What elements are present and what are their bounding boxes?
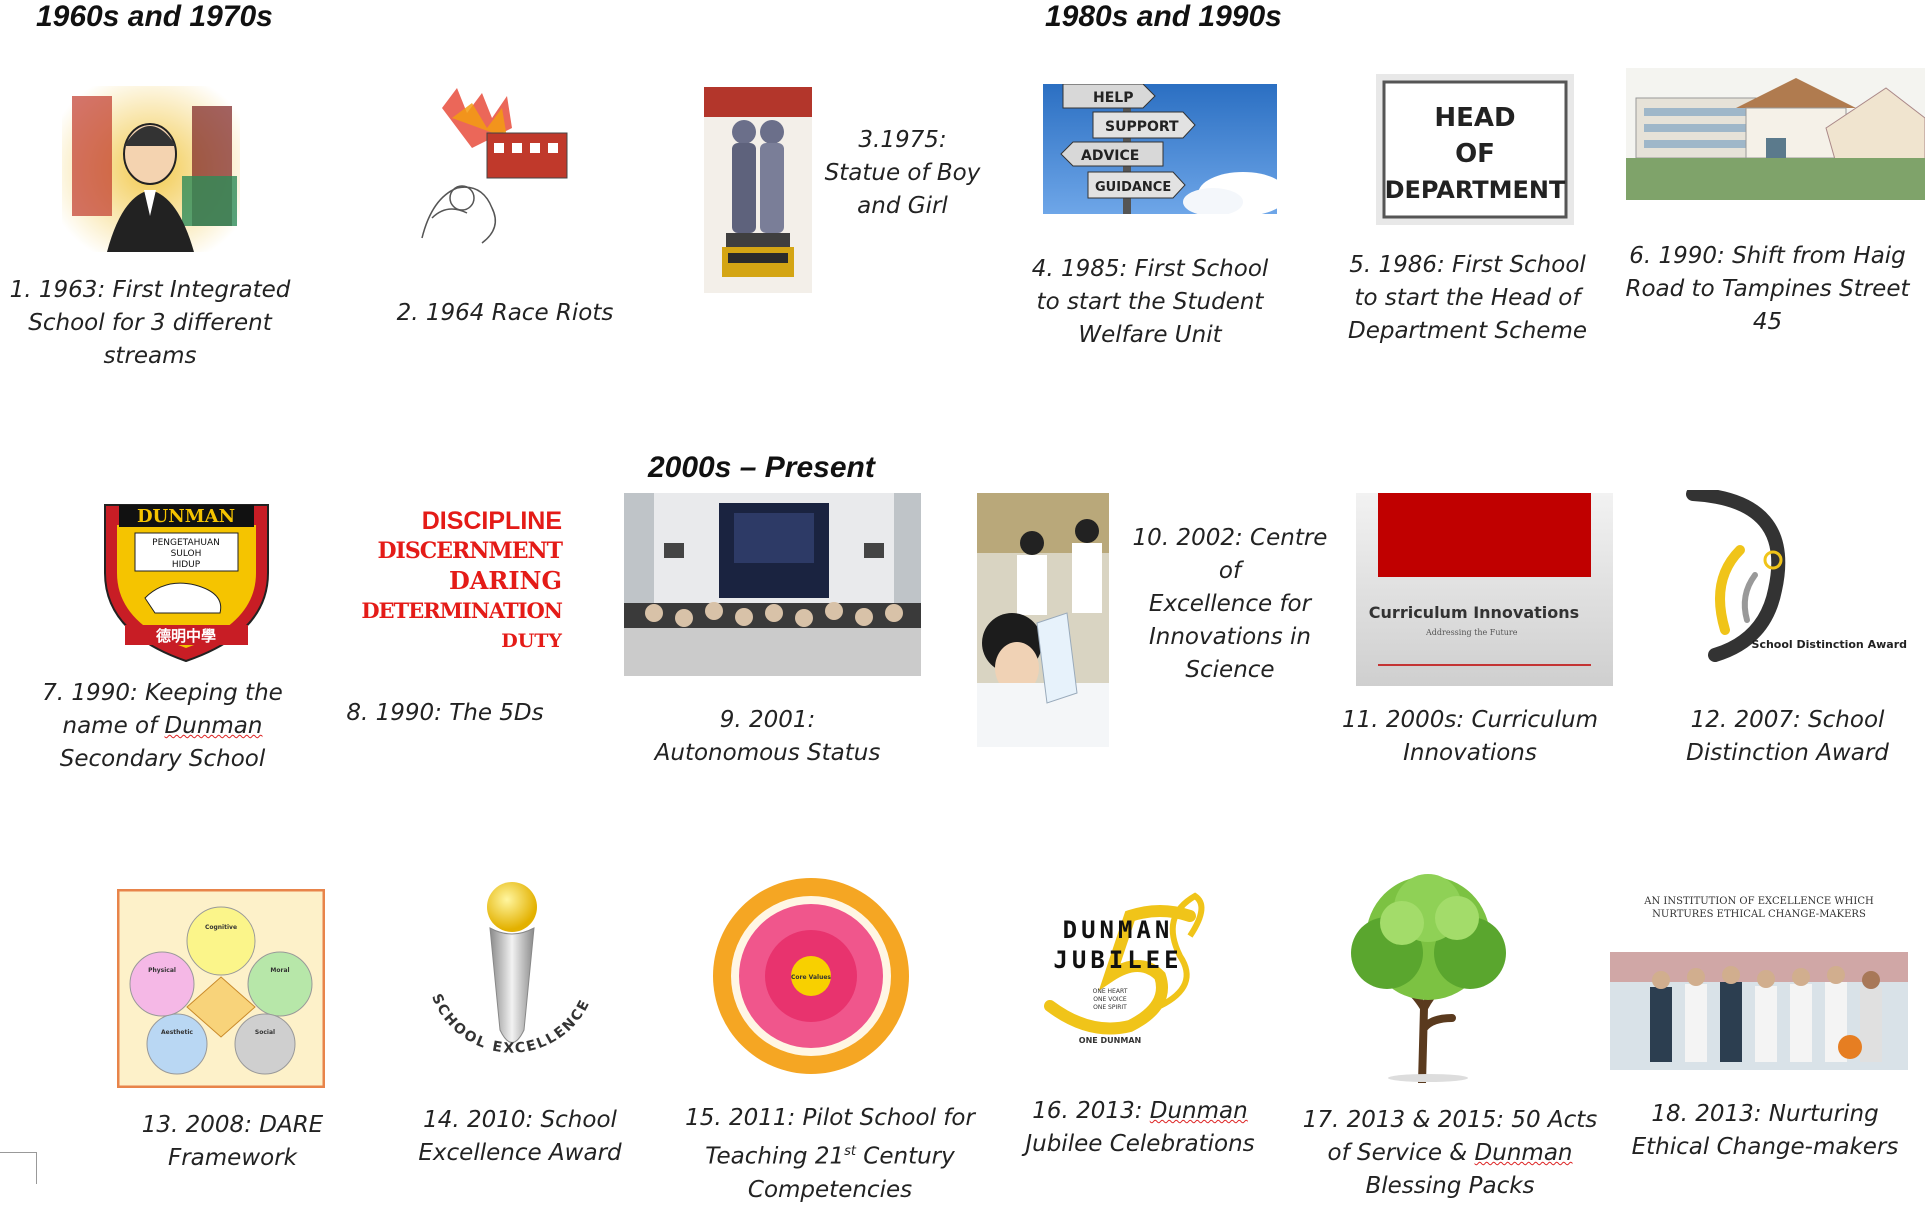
signpost-support: SUPPORT [1105, 119, 1179, 135]
caption-7: 7. 1990: Keeping the name of Dunman Seco… [42, 680, 283, 772]
crest-banner-text: DUNMAN [137, 506, 235, 527]
svg-text:ONE SPIRIT: ONE SPIRIT [1093, 1004, 1127, 1011]
race-riots-sketch [412, 88, 582, 253]
heading-1980s-1990s: 1980s and 1990s [1045, 0, 1282, 33]
svg-text:ONE DUNMAN: ONE DUNMAN [1079, 1036, 1141, 1045]
jubilee-line-1: DUNMAN [1063, 916, 1174, 944]
dare-framework-diagram: Cognitive Moral Social Aesthetic Physica… [117, 889, 325, 1088]
school-crest-image: DUNMAN PENGETAHUAN SULOH HIDUP 德明中學 [95, 503, 278, 663]
nurture-line-2: NURTURES ETHICAL CHANGE-MAKERS [1652, 909, 1866, 920]
dare-social: Social [255, 1029, 275, 1036]
crest-motto-1: PENGETAHUAN [152, 538, 220, 548]
portrait-image [62, 86, 240, 252]
caption-1: 1. 1963: First Integrated School for 3 di… [9, 277, 291, 369]
signpost-help: HELP [1093, 90, 1133, 106]
crest-motto-3: HIDUP [172, 560, 201, 570]
caption-8: 8. 1990: The 5Ds [346, 700, 544, 726]
competency-core: Core Values [791, 974, 831, 981]
caption-17: 17. 2013 & 2015: 50 Acts of Service & Du… [1302, 1107, 1598, 1199]
tree-image [1342, 868, 1514, 1083]
curriculum-slide-image: Curriculum Innovations Addressing the Fu… [1356, 493, 1613, 686]
distinction-label: School Distinction Award [1752, 638, 1907, 651]
hod-line-1: HEAD [1434, 103, 1515, 133]
signpost-guidance: GUIDANCE [1095, 180, 1171, 195]
caption-15: 15. 2011: Pilot School for Teaching 21st… [685, 1105, 975, 1203]
caption-18: 18. 2013: Nurturing Ethical Change-makers [1631, 1101, 1899, 1160]
caption-4: 4. 1985: First School to start the Studen… [1031, 256, 1269, 348]
heading-2000s-present: 2000s – Present [648, 451, 875, 484]
hod-line-3: DEPARTMENT [1385, 176, 1566, 204]
caption-13: 13. 2008: DARE Framework [141, 1112, 324, 1171]
campus-image [1626, 68, 1925, 200]
distinction-award-logo: School Distinction Award [1685, 490, 1910, 662]
crest-motto-2: SULOH [171, 549, 202, 559]
caption-6: 6. 1990: Shift from Haig Road to Tampines… [1625, 243, 1910, 335]
dare-physical: Physical [148, 967, 176, 974]
hod-sign-image: HEAD OF DEPARTMENT [1376, 74, 1574, 225]
slide-title: Curriculum Innovations [1369, 603, 1579, 622]
caption-10: 10. 2002: Centre of Excellence for Innovat… [1132, 525, 1328, 683]
nurturing-change-makers-photo: AN INSTITUTION OF EXCELLENCE WHICH NURTU… [1610, 892, 1908, 1070]
caption-5: 5. 1986: First School to start the Head o… [1347, 252, 1588, 344]
svg-text:ONE HEART: ONE HEART [1093, 988, 1128, 995]
signpost-image: HELP SUPPORT ADVICE GUIDANCE [1043, 84, 1277, 214]
statue-image [704, 87, 812, 293]
caption-2: 2. 1964 Race Riots [396, 300, 614, 326]
dare-moral: Moral [270, 967, 289, 974]
caption-12: 12. 2007: School Distinction Award [1686, 707, 1889, 766]
signpost-advice: ADVICE [1081, 148, 1139, 164]
caption-16: 16. 2013: Dunman Jubilee Celebrations [1025, 1098, 1255, 1157]
caption-9: 9. 2001: Autonomous Status [654, 707, 881, 766]
science-lab-photo [977, 493, 1109, 747]
caption-14: 14. 2010: School Excellence Award [418, 1107, 622, 1166]
caption-11: 11. 2000s: Curriculum Innovations [1342, 707, 1598, 766]
dare-cognitive: Cognitive [205, 924, 237, 931]
heading-1960s-1970s: 1960s and 1970s [36, 0, 273, 33]
jubilee-line-2: JUBILEE [1053, 946, 1182, 974]
competencies-diagram: Core Values [705, 876, 917, 1076]
hod-line-2: OF [1455, 139, 1495, 169]
caption-3: 3.1975: Statue of Boy and Girl [824, 127, 981, 219]
jubilee-logo: DUNMAN JUBILEE ONE HEART ONE VOICE ONE S… [1010, 886, 1215, 1046]
svg-text:ONE VOICE: ONE VOICE [1093, 996, 1127, 1003]
crest-chinese-text: 德明中學 [156, 627, 216, 645]
dare-aesthetic: Aesthetic [161, 1029, 193, 1036]
excellence-award-trophy: SCHOOL EXCELLENCE AWARD [412, 880, 612, 1090]
five-ds-graphic: DISCIPLINE DISCERNMENT DARING DETERMINAT… [361, 507, 563, 652]
slide-subtitle: Addressing the Future [1425, 628, 1518, 637]
page-corner-marker [0, 1152, 37, 1184]
nurture-line-1: AN INSTITUTION OF EXCELLENCE WHICH [1643, 896, 1874, 907]
autonomous-status-photo [624, 493, 921, 676]
